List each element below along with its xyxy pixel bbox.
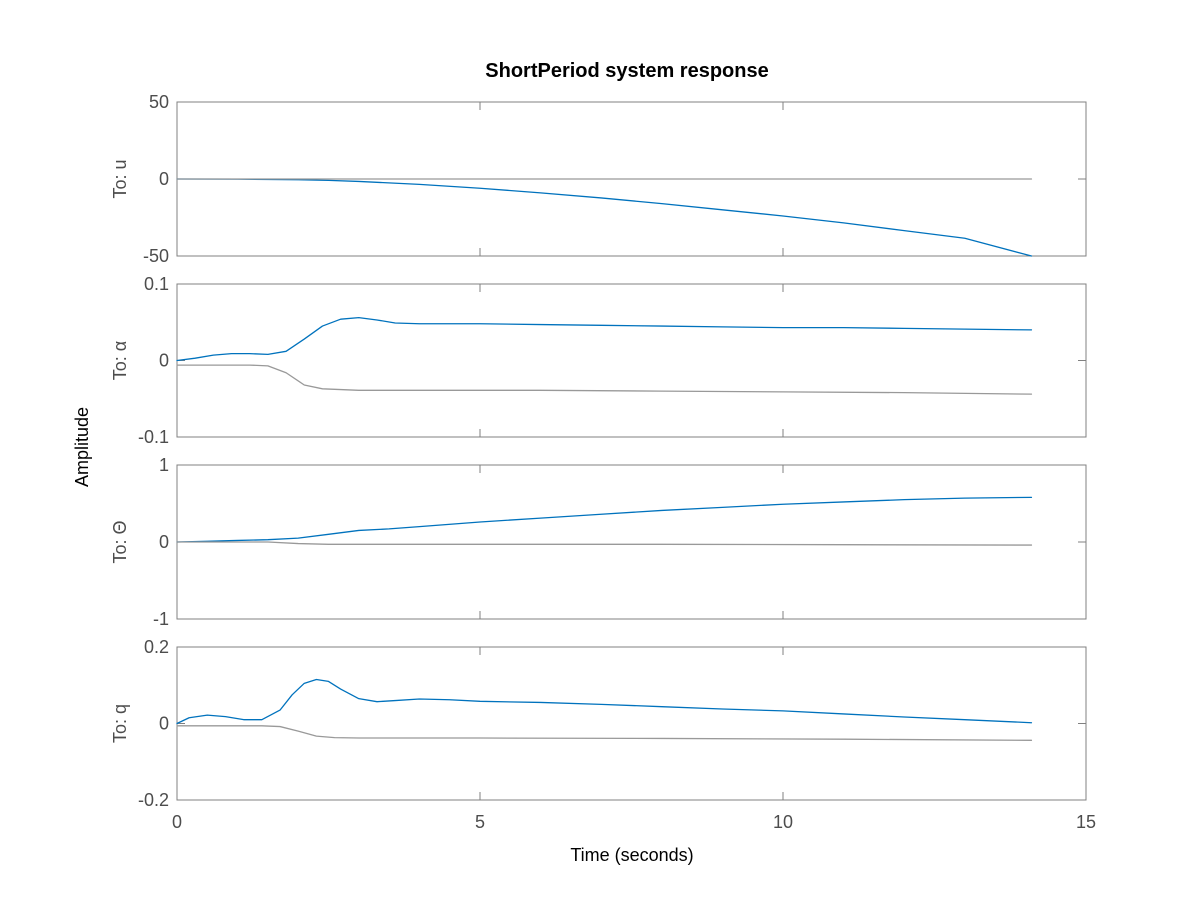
reference-series-line (176, 725, 1033, 741)
subplot-row-label: To: α (110, 341, 130, 380)
y-tick-label: -1 (153, 609, 169, 629)
chart-title: ShortPeriod system response (485, 60, 768, 82)
subplot-row-label: To: Θ (110, 520, 130, 563)
y-tick-label: -0.1 (138, 427, 169, 447)
x-tick-label: 10 (773, 812, 793, 832)
subplot-3: 1 0 -1 To: Θ (110, 455, 1087, 629)
subplot-1: 50 0 -50 To: u (110, 92, 1087, 266)
y-tick-label: 0 (159, 714, 169, 734)
subplot-row-label: To: q (110, 704, 130, 743)
subplot-frame (176, 464, 1087, 620)
y-tick-label: 0.2 (144, 637, 169, 657)
y-tick-label: 0.1 (144, 274, 169, 294)
subplot-frame (176, 646, 1087, 801)
x-tick-label: 5 (475, 812, 485, 832)
y-axis-label: Amplitude (72, 407, 92, 487)
y-tick-label: -50 (143, 246, 169, 266)
x-axis-label: Time (seconds) (570, 845, 693, 865)
subplot-4: 0.20-0.2To: q0 5 10 15 (110, 637, 1096, 832)
response-series-line (176, 178, 1033, 257)
subplot-row-label: To: u (110, 159, 130, 198)
y-tick-label: -0.2 (138, 790, 169, 810)
y-tick-label: 1 (159, 455, 169, 475)
y-tick-label: 0 (159, 351, 169, 371)
reference-series-line (176, 364, 1033, 395)
subplot-2: 0.1 0 -0.1 To: α (110, 274, 1087, 447)
reference-series-line (176, 541, 1033, 546)
x-tick-label: 0 (172, 812, 182, 832)
response-series-line (176, 496, 1033, 543)
y-tick-label: 0 (159, 169, 169, 189)
response-series-line (176, 678, 1033, 725)
x-tick-label: 15 (1076, 812, 1096, 832)
y-tick-label: 0 (159, 532, 169, 552)
y-tick-label: 50 (149, 92, 169, 112)
response-series-line (176, 317, 1033, 362)
subplot-frame (176, 283, 1087, 438)
